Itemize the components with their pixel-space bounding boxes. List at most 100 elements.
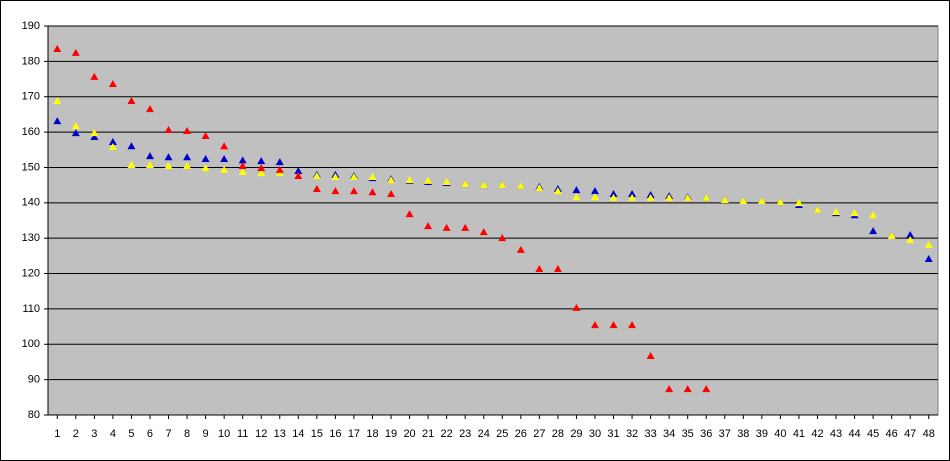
x-tick-label: 22 — [441, 428, 453, 440]
x-tick-label: 21 — [422, 428, 434, 440]
marker — [183, 162, 192, 170]
x-tick-label: 27 — [533, 428, 545, 440]
x-tick-label: 29 — [570, 428, 582, 440]
plot-area — [47, 25, 939, 416]
y-tick-label: 140 — [22, 197, 40, 209]
y-tick-label: 150 — [22, 161, 40, 173]
x-tick-label: 35 — [682, 428, 694, 440]
marker — [535, 183, 544, 191]
x-tick-label: 32 — [626, 428, 638, 440]
marker — [387, 189, 396, 197]
marker — [924, 255, 933, 263]
marker — [572, 303, 581, 311]
marker — [331, 173, 340, 181]
marker — [924, 240, 933, 248]
x-tick-label: 46 — [886, 428, 898, 440]
marker — [906, 230, 915, 238]
x-tick-label: 11 — [237, 428, 248, 440]
marker — [275, 165, 284, 173]
marker — [516, 181, 525, 189]
marker — [628, 193, 637, 201]
marker — [590, 321, 599, 329]
marker — [850, 209, 859, 217]
marker — [683, 193, 692, 201]
marker — [405, 210, 414, 218]
marker — [665, 193, 674, 201]
x-tick-label: 40 — [774, 428, 786, 440]
x-tick-label: 23 — [459, 428, 471, 440]
marker — [164, 162, 173, 170]
x-tick-label: 28 — [552, 428, 564, 440]
x-tick-label: 44 — [848, 428, 860, 440]
marker — [201, 154, 210, 162]
marker — [145, 160, 154, 168]
marker — [368, 173, 377, 181]
marker — [349, 187, 358, 195]
marker — [794, 199, 803, 207]
marker — [220, 154, 229, 162]
x-tick-label: 43 — [830, 428, 842, 440]
marker — [405, 176, 414, 184]
marker — [609, 193, 618, 201]
x-tick-label: 9 — [203, 428, 209, 440]
x-tick-label: 6 — [147, 428, 153, 440]
marker — [590, 193, 599, 201]
y-tick-label: 190 — [22, 20, 40, 32]
x-tick-label: 30 — [589, 428, 601, 440]
marker — [164, 125, 173, 133]
marker — [294, 171, 303, 179]
x-tick-label: 15 — [311, 428, 323, 440]
x-tick-label: 25 — [496, 428, 508, 440]
marker — [312, 185, 321, 193]
marker — [628, 189, 637, 197]
x-tick-label: 10 — [218, 428, 230, 440]
marker — [479, 228, 488, 236]
x-tick-label: 18 — [366, 428, 378, 440]
marker — [683, 385, 692, 393]
marker — [90, 129, 99, 137]
marker — [387, 176, 396, 184]
y-tick-label: 180 — [22, 55, 40, 67]
marker — [516, 245, 525, 253]
marker — [127, 160, 136, 168]
marker — [572, 193, 581, 201]
x-tick-label: 36 — [700, 428, 712, 440]
x-tick-label: 31 — [607, 428, 619, 440]
marker — [424, 222, 433, 230]
marker — [53, 117, 62, 125]
x-tick-label: 2 — [73, 428, 79, 440]
marker — [108, 137, 117, 145]
marker — [71, 129, 80, 137]
marker — [498, 234, 507, 242]
y-tick-label: 90 — [28, 374, 40, 386]
marker — [331, 187, 340, 195]
x-tick-label: 41 — [793, 428, 805, 440]
y-tick-label: 130 — [22, 232, 40, 244]
marker — [609, 189, 618, 197]
x-tick-label: 19 — [385, 428, 397, 440]
x-tick-label: 17 — [348, 428, 360, 440]
marker — [312, 171, 321, 179]
x-tick-label: 8 — [184, 428, 190, 440]
marker — [776, 198, 785, 206]
marker — [257, 157, 266, 165]
marker — [665, 385, 674, 393]
marker — [869, 211, 878, 219]
x-tick-label: 14 — [292, 428, 304, 440]
marker — [553, 187, 562, 195]
marker — [368, 188, 377, 196]
marker — [238, 168, 247, 176]
marker — [257, 169, 266, 177]
marker — [127, 96, 136, 104]
marker — [145, 152, 154, 160]
y-tick-label: 80 — [28, 409, 40, 421]
marker — [646, 193, 655, 201]
marker — [201, 131, 210, 139]
marker — [813, 205, 822, 213]
marker — [201, 164, 210, 172]
marker — [220, 142, 229, 150]
x-tick-label: 12 — [255, 428, 267, 440]
marker — [238, 156, 247, 164]
